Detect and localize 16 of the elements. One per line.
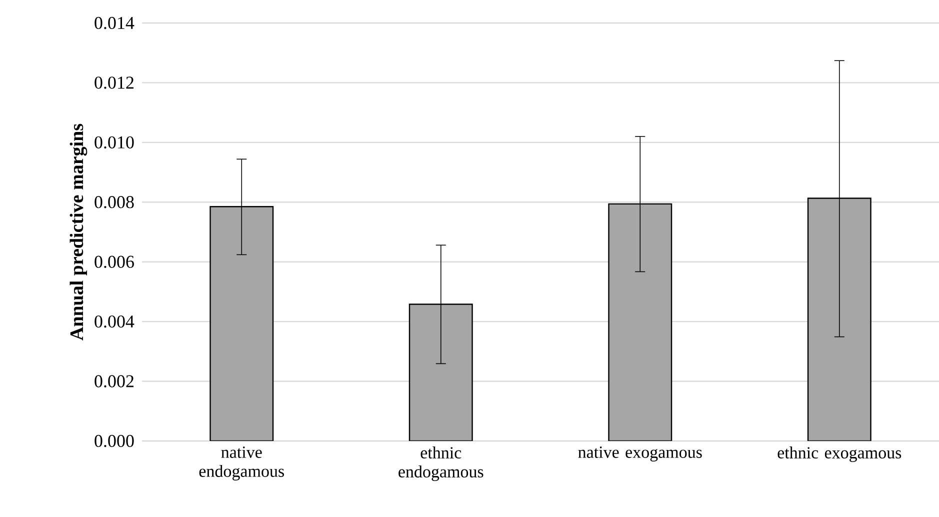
y-tick-label: 0.000 xyxy=(94,434,134,448)
x-tick-label: native endogamous xyxy=(199,446,284,480)
x-tick-label: native exogamous xyxy=(578,446,702,462)
y-axis-title: Annual predictive margins xyxy=(70,124,88,340)
y-tick-label: 0.002 xyxy=(94,375,134,388)
x-tick-label: ethnic exogamous xyxy=(778,446,902,462)
x-tick-label: ethnic endogamous xyxy=(398,446,484,481)
bar xyxy=(210,206,274,441)
y-tick-label: 0.012 xyxy=(94,76,134,89)
bar xyxy=(608,203,672,441)
y-tick-label: 0.010 xyxy=(94,136,134,149)
y-tick-label: 0.014 xyxy=(94,16,134,30)
y-tick-label: 0.004 xyxy=(94,315,134,328)
y-tick-label: 0.008 xyxy=(94,196,134,208)
bar xyxy=(408,304,473,441)
y-tick-label: 0.006 xyxy=(94,256,134,268)
